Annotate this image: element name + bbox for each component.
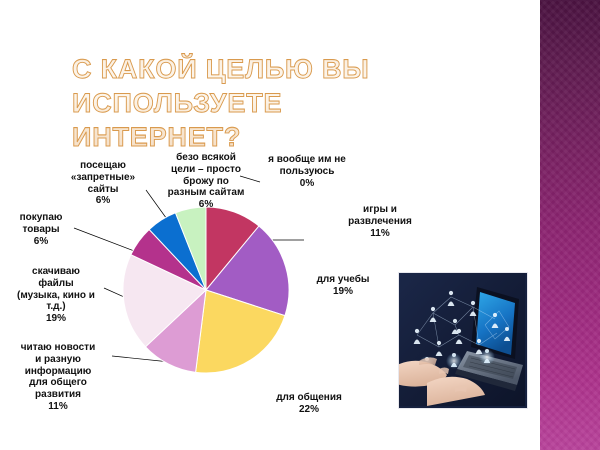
pie-slice-label: для общения 22% (276, 392, 342, 415)
pie-slice-label: игры и развлечения 11% (348, 204, 412, 239)
page-title: С какой целью вы используете Интернет? (72, 52, 542, 154)
pie-slice (205, 225, 290, 317)
pie-slice-label: покупаю товары 6% (19, 212, 63, 247)
pie-slice-label: безо всякой цели – просто брожу по разны… (167, 152, 245, 211)
band-white-edge (536, 0, 540, 450)
pie-slice (174, 206, 207, 291)
pie-slice-label: я вообще им не пользуюсь 0% (268, 154, 346, 189)
pie-slice (195, 289, 286, 374)
pie-slice-label: посещаю «запретные» сайты 6% (70, 160, 136, 207)
pie-slice-label: читаю новости и разную информацию для об… (20, 342, 96, 412)
laptop-network-photo (398, 272, 528, 409)
pie-chart: игры и развлечения 11% для учебы 19% для о… (0, 140, 430, 440)
pie-slice-label: для учебы 19% (316, 274, 370, 297)
decorative-purple-band (540, 0, 600, 450)
pie-slices (122, 206, 290, 374)
pie-slice-label: скачиваю файлы (музыка, кино и т.д.) 19% (17, 266, 95, 325)
leader-line (239, 175, 261, 183)
pie-chart-svg (73, 175, 304, 374)
laptop-photo-svg (399, 273, 525, 406)
pie-slice (122, 253, 207, 348)
